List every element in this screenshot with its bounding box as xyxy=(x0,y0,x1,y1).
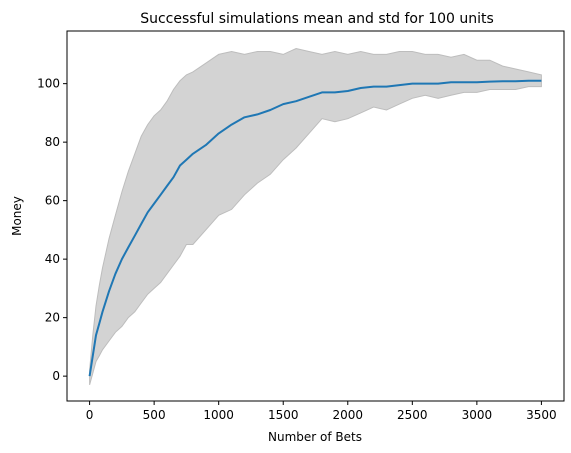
x-tick-label: 500 xyxy=(143,408,166,422)
chart-title: Successful simulations mean and std for … xyxy=(140,11,494,27)
plot-area xyxy=(88,47,542,386)
y-tick-label: 80 xyxy=(45,135,60,149)
x-tick-label: 2000 xyxy=(332,408,363,422)
x-tick-label: 3500 xyxy=(526,408,557,422)
x-tick-label: 2500 xyxy=(397,408,428,422)
x-tick-label: 0 xyxy=(86,408,94,422)
std-band-area xyxy=(89,47,542,386)
y-axis-ticks: 0 20 40 60 80 100 xyxy=(37,77,67,383)
x-tick-label: 1500 xyxy=(268,408,299,422)
y-axis-label: Money xyxy=(10,196,24,236)
plot-frame xyxy=(66,30,565,402)
y-tick-label: 60 xyxy=(45,194,60,208)
x-axis-ticks: 0 500 1000 1500 2000 2500 3000 3500 xyxy=(86,401,557,422)
x-tick-label: 3000 xyxy=(462,408,493,422)
x-axis-label: Number of Bets xyxy=(268,430,362,444)
x-tick-label: 1000 xyxy=(203,408,234,422)
y-tick-label: 0 xyxy=(52,369,60,383)
y-tick-label: 20 xyxy=(45,311,60,325)
y-tick-label: 100 xyxy=(37,77,60,91)
mean-series-line xyxy=(88,79,542,377)
y-tick-label: 40 xyxy=(45,252,60,266)
